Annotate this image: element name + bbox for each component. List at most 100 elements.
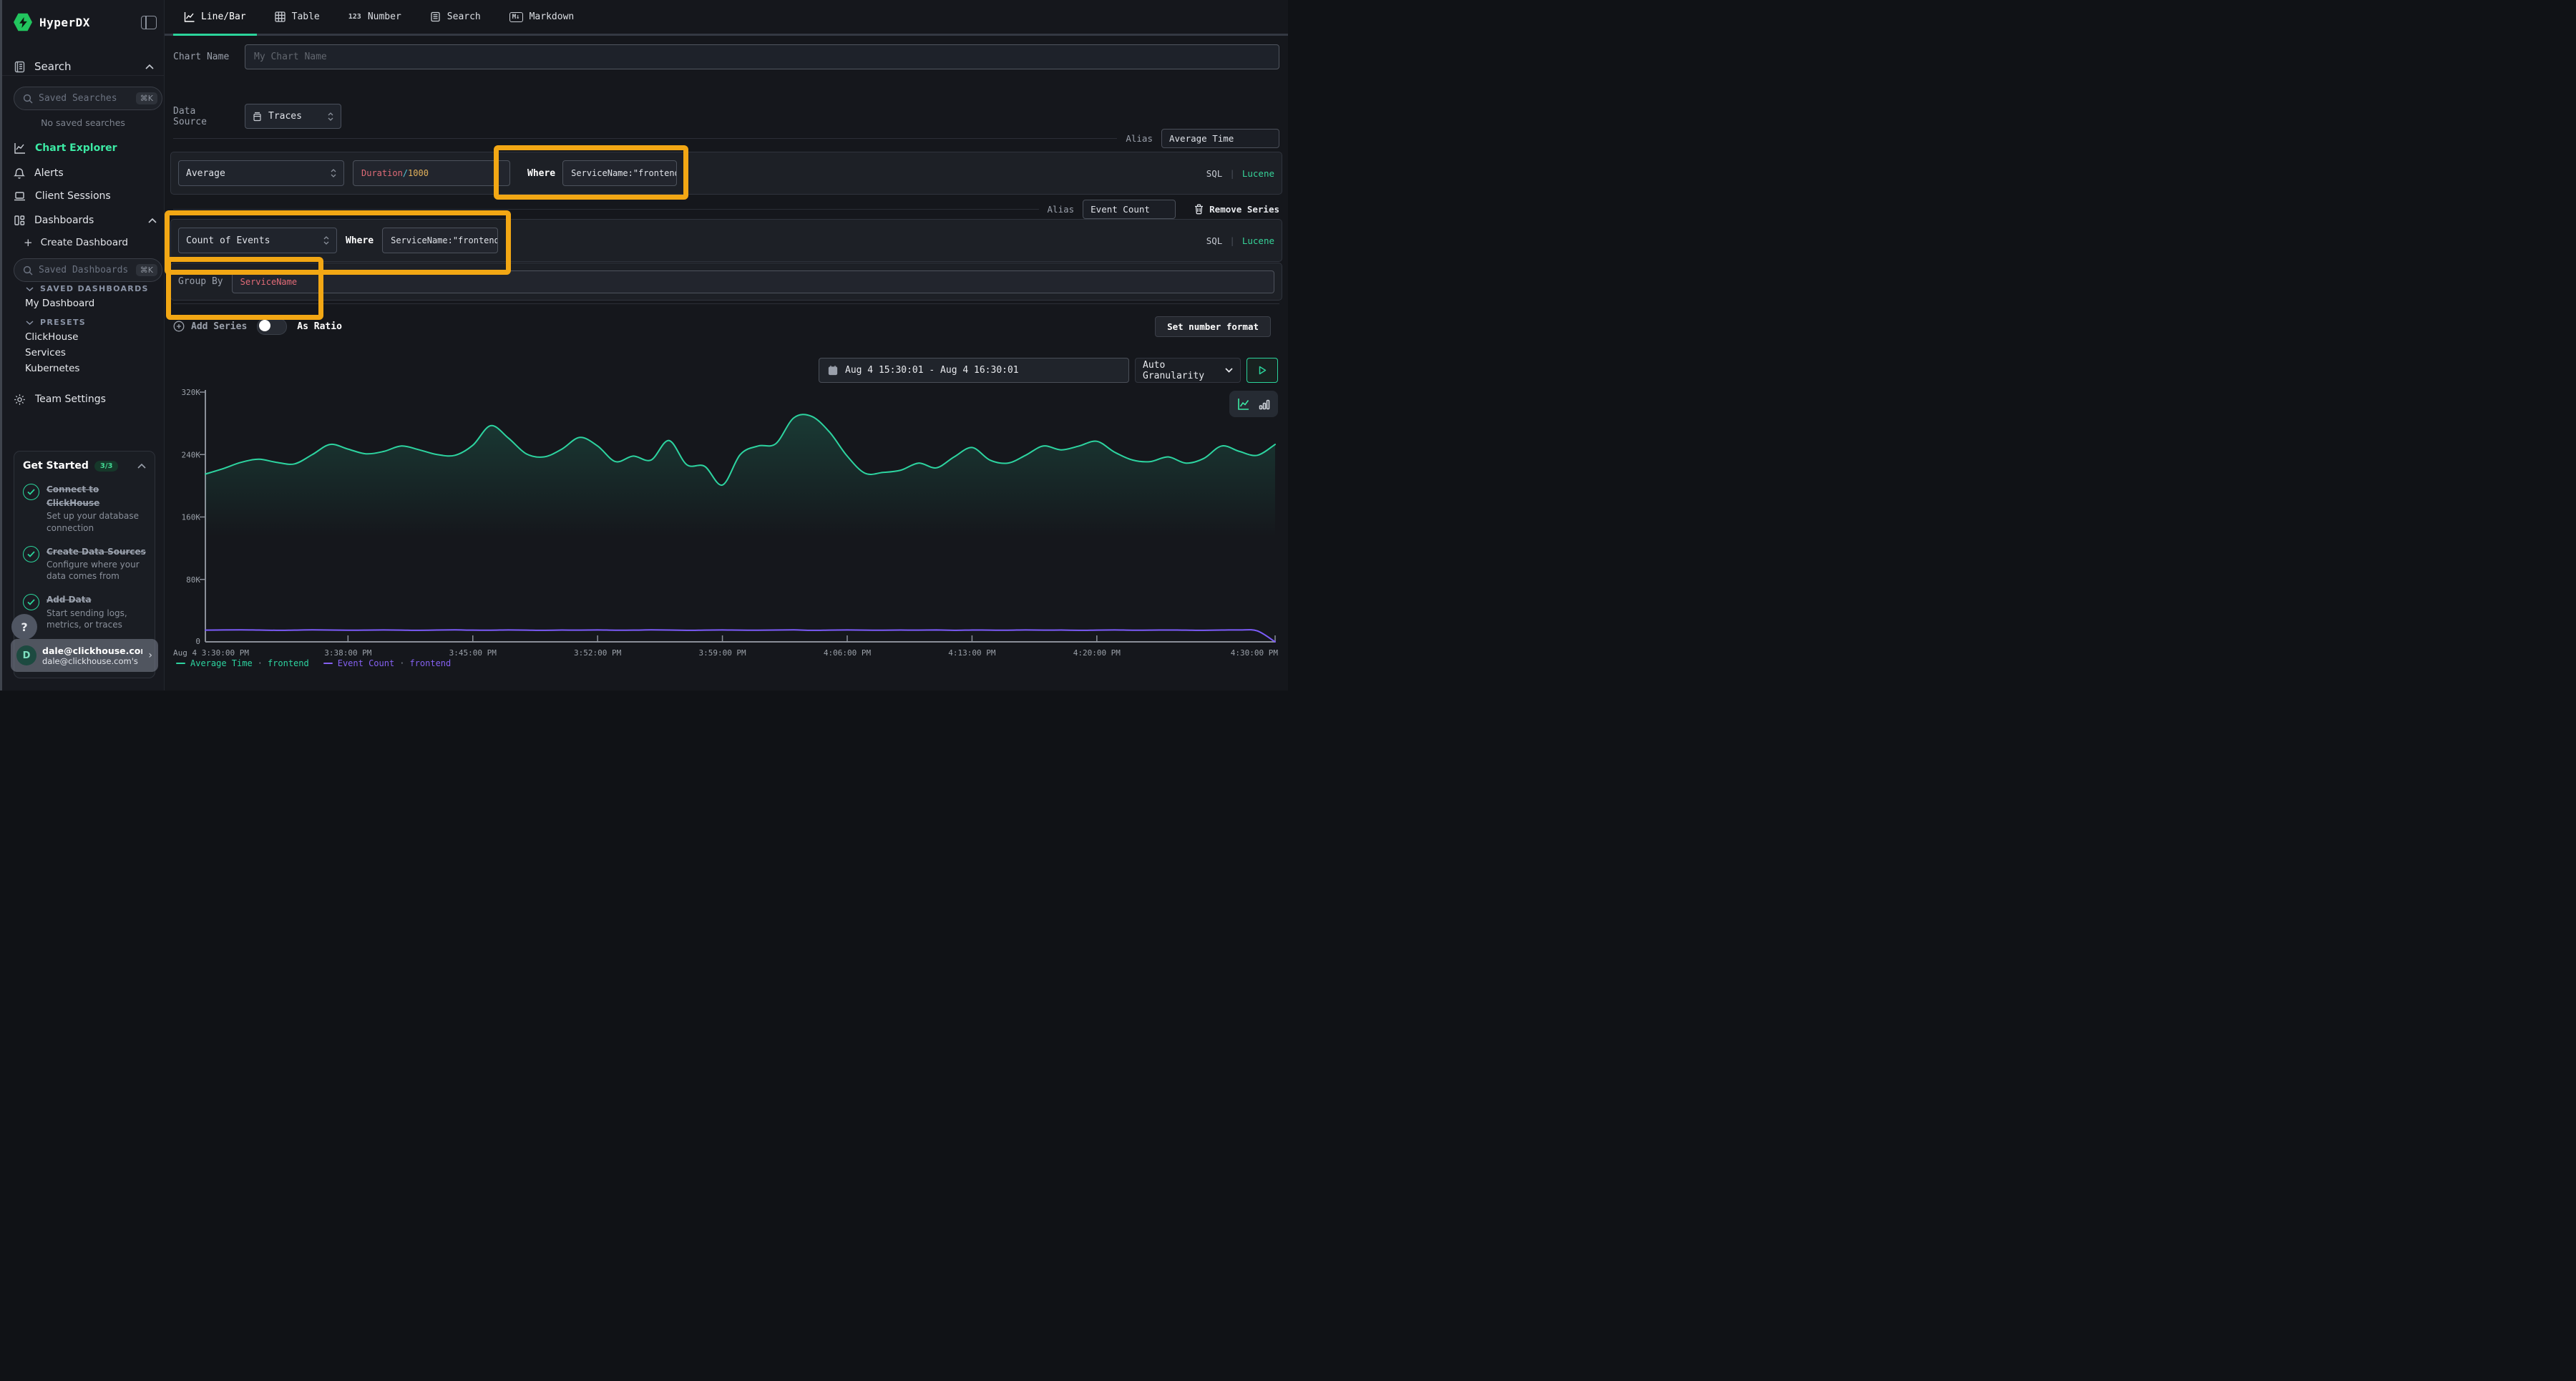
series-1-field-input[interactable]: Duration/1000 (353, 160, 510, 186)
sidebar-item-dashboards[interactable]: Dashboards (14, 210, 157, 231)
sidebar-item-team-settings[interactable]: Team Settings (14, 389, 157, 410)
tab-markdown[interactable]: M↓ Markdown (499, 0, 585, 34)
check-circle-icon (23, 594, 39, 611)
chevron-up-icon[interactable] (148, 218, 157, 223)
date-range-input[interactable]: Aug 4 15:30:01 - Aug 4 16:30:01 (819, 358, 1129, 383)
logo-row: HyperDX (14, 11, 157, 33)
divider-line (173, 138, 1118, 139)
granularity-select[interactable]: Auto Granularity (1135, 358, 1241, 383)
group-by-input[interactable]: ServiceName (231, 270, 1274, 293)
alias-label: Alias (1126, 133, 1153, 144)
remove-series-label: Remove Series (1209, 204, 1279, 215)
sql-option[interactable]: SQL (1206, 235, 1223, 246)
tab-search[interactable]: Search (419, 0, 492, 34)
legend-swatch (176, 663, 185, 664)
check-circle-icon (23, 484, 39, 500)
dashboard-link-services[interactable]: Services (25, 347, 66, 358)
granularity-value: Auto Granularity (1143, 359, 1205, 381)
play-icon (1259, 366, 1266, 375)
get-started-item-title: Connect to ClickHouse (47, 484, 100, 509)
field-token: 1000 (408, 168, 429, 178)
chevron-up-icon[interactable] (137, 463, 146, 469)
series-1-row: Average Duration/1000 Where ServiceName:… (170, 152, 1282, 195)
series-2-where-input[interactable]: ServiceName:"frontend" (382, 228, 499, 253)
saved-searches-input[interactable]: Saved Searches ⌘K (14, 87, 162, 110)
divider-line (173, 209, 1039, 210)
get-started-item[interactable]: Connect to ClickHouse Set up your databa… (23, 482, 146, 534)
laptop-icon (14, 191, 26, 202)
sidebar-item-label: Alerts (34, 167, 64, 179)
sidebar-item-client-sessions[interactable]: Client Sessions (14, 185, 157, 207)
series-2-alias-row: Alias Remove Series (173, 200, 1279, 219)
create-dashboard-button[interactable]: + Create Dashboard (24, 236, 128, 249)
select-updown-icon (331, 169, 336, 177)
chevron-down-icon (1225, 368, 1233, 373)
set-number-format-button[interactable]: Set number format (1155, 316, 1271, 337)
series-2-aggregation-select[interactable]: Count of Events (178, 228, 337, 253)
chevron-up-icon[interactable] (145, 64, 154, 69)
data-source-select[interactable]: Traces (245, 104, 341, 129)
series-1-language-toggle[interactable]: SQL | Lucene (1206, 168, 1274, 179)
sidebar-collapse-icon[interactable] (141, 15, 157, 29)
legend-item-average-time[interactable]: Average Time · frontend (176, 658, 309, 668)
get-started-item-title: Create Data Sources (47, 546, 146, 557)
tab-label: Search (447, 11, 481, 22)
sidebar-item-chart-explorer[interactable]: Chart Explorer (14, 137, 157, 159)
add-series-button[interactable]: Add Series (173, 321, 247, 332)
data-source-label: Data Source (173, 105, 207, 127)
dashboard-link-kubernetes[interactable]: Kubernetes (25, 363, 80, 374)
svg-text:80K: 80K (186, 575, 200, 585)
get-started-progress-badge: 3/3 (94, 460, 119, 472)
sidebar-item-alerts[interactable]: Alerts (14, 162, 157, 184)
help-button[interactable]: ? (11, 614, 37, 640)
dashboard-link-clickhouse[interactable]: ClickHouse (25, 331, 79, 343)
svg-text:240K: 240K (182, 450, 201, 459)
series-1-alias-input[interactable] (1161, 129, 1279, 148)
tab-table[interactable]: Table (264, 0, 331, 34)
svg-text:160K: 160K (182, 513, 201, 522)
legend-scope: frontend (409, 658, 452, 668)
svg-text:320K: 320K (182, 388, 201, 397)
chart-name-label: Chart Name (173, 52, 230, 62)
svg-text:3:38:00 PM: 3:38:00 PM (324, 648, 372, 658)
shortcut-badge: ⌘K (135, 92, 157, 104)
legend-swatch (323, 663, 333, 664)
series-1-aggregation-select[interactable]: Average (178, 160, 344, 186)
dashboard-link-my-dashboard[interactable]: My Dashboard (25, 298, 95, 309)
svg-text:4:20:00 PM: 4:20:00 PM (1073, 648, 1121, 658)
lucene-option[interactable]: Lucene (1241, 167, 1274, 179)
bar-chart-toggle-icon[interactable] (1259, 399, 1270, 410)
add-series-label: Add Series (191, 321, 248, 332)
series-1-where-input[interactable]: ServiceName:"frontend" (562, 160, 678, 186)
chart-name-input[interactable] (245, 44, 1279, 69)
group-label: PRESETS (40, 318, 87, 327)
team-settings-label: Team Settings (35, 394, 106, 405)
get-started-item-title: Add Data (47, 595, 92, 605)
sql-option[interactable]: SQL (1206, 167, 1223, 179)
group-by-row: Group By ServiceName (170, 263, 1282, 301)
tab-line-bar[interactable]: Line/Bar (173, 0, 257, 36)
timeseries-chart[interactable]: 0 80K 160K 240K 320K Aug 4 3:30:00 PM 3:38:00 … (173, 386, 1279, 662)
as-ratio-toggle[interactable] (257, 318, 288, 335)
get-started-item[interactable]: Create Data Sources Configure where your… (23, 544, 146, 582)
lucene-option[interactable]: Lucene (1241, 235, 1274, 246)
series-2-alias-input[interactable] (1083, 200, 1176, 219)
user-menu[interactable]: D dale@clickhouse.com dale@clickhouse.co… (11, 639, 158, 672)
tab-number[interactable]: 123 Number (338, 0, 412, 34)
legend-label: Average Time (190, 658, 253, 668)
run-query-button[interactable] (1246, 358, 1278, 383)
saved-dashboards-input[interactable]: Saved Dashboards ⌘K (14, 258, 162, 282)
sidebar-section-search[interactable]: Search (14, 57, 154, 76)
legend-item-event-count[interactable]: Event Count · frontend (323, 658, 452, 668)
legend-separator: · (257, 658, 263, 668)
group-saved-dashboards[interactable]: SAVED DASHBOARDS (26, 284, 149, 293)
number-123-icon: 123 (348, 13, 361, 21)
line-chart-toggle-icon[interactable] (1237, 398, 1250, 411)
remove-series-button[interactable]: Remove Series (1194, 204, 1279, 215)
markdown-icon: M↓ (509, 11, 523, 22)
group-presets[interactable]: PRESETS (26, 318, 86, 327)
get-started-item[interactable]: Add Data Start sending logs, metrics, or… (23, 592, 146, 630)
search-panel-icon (14, 61, 26, 73)
series-2-language-toggle[interactable]: SQL | Lucene (1206, 235, 1274, 246)
get-started-item-subtitle: Set up your database connection (47, 511, 139, 533)
